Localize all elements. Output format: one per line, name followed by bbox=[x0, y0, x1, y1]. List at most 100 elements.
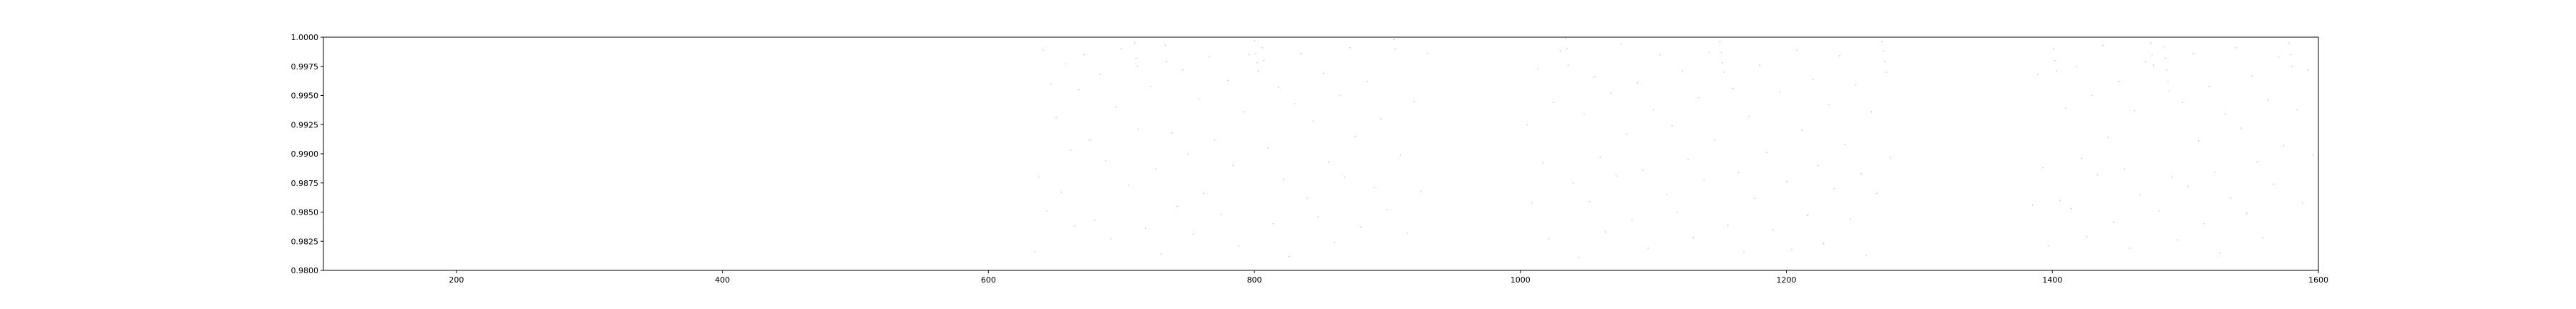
data-point bbox=[1312, 120, 1314, 122]
data-point bbox=[1373, 187, 1375, 188]
data-point bbox=[1164, 44, 1166, 46]
data-point bbox=[1743, 251, 1745, 252]
data-point bbox=[1413, 101, 1415, 102]
data-point bbox=[1553, 102, 1554, 103]
data-point bbox=[1182, 69, 1184, 71]
data-point bbox=[1526, 124, 1528, 125]
data-point bbox=[2203, 223, 2205, 225]
data-point bbox=[1682, 70, 1684, 72]
data-point bbox=[1262, 47, 1263, 49]
data-point bbox=[2059, 200, 2062, 201]
axes-frame bbox=[323, 36, 2319, 271]
data-point bbox=[2054, 60, 2056, 62]
data-point bbox=[1860, 173, 1862, 175]
data-point bbox=[2150, 42, 2152, 44]
data-point bbox=[2152, 64, 2155, 66]
data-point bbox=[1807, 215, 1808, 216]
data-point bbox=[1070, 149, 1072, 151]
data-point bbox=[2158, 210, 2160, 212]
data-point bbox=[1227, 79, 1229, 81]
data-point bbox=[1214, 139, 1215, 141]
y-tick-label: 0.9950 bbox=[291, 92, 319, 101]
data-point bbox=[1232, 165, 1234, 166]
data-point bbox=[1720, 52, 1722, 53]
data-point bbox=[1088, 139, 1091, 141]
data-point bbox=[1307, 197, 1309, 199]
data-point bbox=[1636, 82, 1638, 84]
data-point bbox=[1078, 89, 1080, 90]
data-point bbox=[1833, 188, 1835, 190]
data-point bbox=[1531, 202, 1533, 204]
x-tick-label: 800 bbox=[1247, 275, 1262, 285]
data-point bbox=[1134, 42, 1136, 44]
data-point bbox=[1171, 132, 1173, 134]
data-point bbox=[1698, 97, 1699, 99]
data-point bbox=[1839, 55, 1840, 57]
data-point bbox=[2107, 137, 2109, 138]
y-tick-label: 0.9825 bbox=[291, 237, 319, 246]
data-point bbox=[1722, 62, 1723, 64]
data-point bbox=[1263, 60, 1264, 62]
data-point bbox=[1046, 210, 1048, 212]
data-point bbox=[2113, 222, 2114, 223]
data-point bbox=[1427, 53, 1428, 54]
data-point bbox=[1818, 165, 1819, 166]
data-point bbox=[1145, 227, 1146, 229]
data-point bbox=[1714, 139, 1715, 141]
data-point bbox=[2230, 197, 2231, 199]
data-point bbox=[2235, 47, 2237, 49]
data-marks bbox=[1034, 38, 2314, 258]
data-point bbox=[2240, 127, 2242, 129]
y-tick-label: 1.0000 bbox=[291, 33, 319, 42]
data-point bbox=[2283, 144, 2285, 147]
data-point bbox=[1105, 160, 1106, 162]
y-tick-label: 0.9800 bbox=[291, 266, 319, 275]
y-tick-label: 0.9875 bbox=[291, 179, 319, 188]
data-point bbox=[1881, 41, 1883, 43]
data-point bbox=[1187, 153, 1189, 154]
data-point bbox=[1393, 39, 1395, 40]
data-point bbox=[1772, 229, 1774, 230]
data-point bbox=[2262, 237, 2263, 238]
data-point bbox=[2182, 102, 2184, 103]
data-point bbox=[1255, 53, 1257, 54]
data-point bbox=[1589, 201, 1591, 202]
data-point bbox=[1272, 223, 1274, 225]
data-point bbox=[1192, 233, 1194, 235]
y-tick-label: 0.9975 bbox=[291, 62, 319, 72]
data-point bbox=[1659, 54, 1661, 56]
data-point bbox=[1565, 38, 1566, 39]
data-point bbox=[1559, 50, 1561, 52]
data-point bbox=[1099, 74, 1101, 75]
data-point bbox=[1420, 190, 1421, 192]
data-point bbox=[2070, 208, 2072, 210]
data-point bbox=[2048, 245, 2049, 247]
data-point bbox=[2056, 70, 2057, 72]
data-point bbox=[1083, 54, 1085, 56]
data-point bbox=[1400, 154, 1402, 156]
x-tick-label: 1000 bbox=[1511, 275, 1531, 285]
data-point bbox=[2288, 42, 2290, 44]
data-point bbox=[2169, 90, 2170, 92]
data-point bbox=[2246, 212, 2248, 214]
data-point bbox=[1876, 192, 1878, 195]
data-point bbox=[1176, 205, 1178, 207]
data-point bbox=[2165, 57, 2166, 59]
data-point bbox=[1883, 50, 1884, 52]
x-tick-label: 1600 bbox=[2308, 275, 2328, 285]
data-point bbox=[1732, 88, 1734, 89]
data-point bbox=[2251, 75, 2253, 77]
data-point bbox=[1692, 237, 1694, 238]
data-point bbox=[2192, 53, 2194, 54]
data-point bbox=[1647, 247, 1649, 249]
data-point bbox=[1136, 66, 1138, 67]
x-tick-label: 200 bbox=[449, 275, 464, 285]
y-tick-label: 0.9900 bbox=[291, 149, 319, 159]
data-point bbox=[1258, 70, 1259, 72]
data-point bbox=[2187, 186, 2189, 187]
data-point bbox=[1238, 245, 1239, 247]
data-point bbox=[2167, 81, 2169, 82]
x-tick-label: 400 bbox=[715, 275, 730, 285]
